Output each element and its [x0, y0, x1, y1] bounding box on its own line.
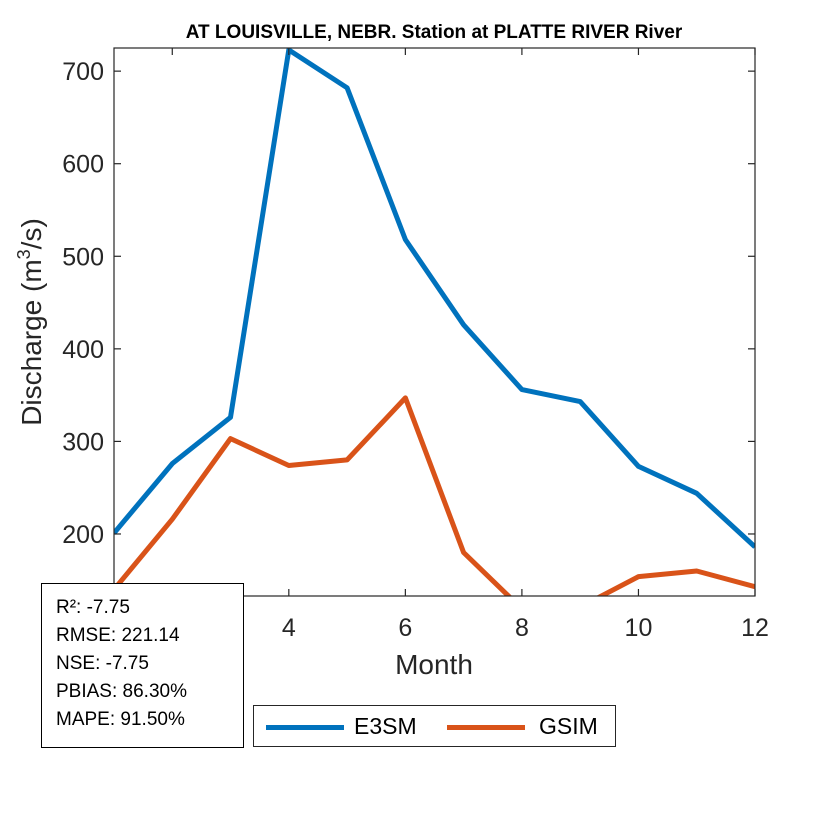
- series-layer: [114, 48, 755, 596]
- x-tick-label: 12: [741, 614, 769, 642]
- legend-label-e3sm: E3SM: [354, 713, 417, 739]
- y-axis-label: Discharge (m3/s): [14, 218, 47, 426]
- legend-swatch-gsim: [447, 725, 525, 730]
- stat-pbias: PBIAS: 86.30%: [56, 681, 187, 702]
- y-tick-label: 500: [62, 243, 104, 271]
- y-tick-label: 400: [62, 336, 104, 364]
- stats-box: R²: -7.75 RMSE: 221.14 NSE: -7.75 PBIAS:…: [41, 583, 244, 748]
- plot-area: [114, 48, 755, 596]
- chart-legend: E3SM GSIM: [253, 705, 616, 747]
- stat-r2: R²: -7.75: [56, 597, 130, 618]
- tick-layer: 20030040050060070024681012: [62, 48, 769, 642]
- series-line-gsim: [114, 395, 755, 596]
- y-axis-label-tail: /s): [16, 218, 47, 249]
- y-tick-label: 700: [62, 58, 104, 86]
- x-tick-label: 10: [625, 614, 653, 642]
- chart-title: AT LOUISVILLE, NEBR. Station at PLATTE R…: [186, 22, 683, 43]
- y-tick-label: 600: [62, 151, 104, 179]
- x-tick-label: 4: [282, 614, 296, 642]
- stat-rmse: RMSE: 221.14: [56, 625, 180, 646]
- stat-nse: NSE: -7.75: [56, 653, 149, 674]
- stat-mape: MAPE: 91.50%: [56, 709, 185, 730]
- x-tick-label: 8: [515, 614, 529, 642]
- y-axis-label-main: Discharge (m: [16, 259, 47, 425]
- x-axis-label: Month: [395, 649, 473, 680]
- x-tick-label: 6: [398, 614, 412, 642]
- y-tick-label: 200: [62, 521, 104, 549]
- series-line-e3sm: [114, 48, 755, 549]
- legend-label-gsim: GSIM: [539, 713, 598, 739]
- y-tick-label: 300: [62, 428, 104, 456]
- legend-swatch-e3sm: [266, 725, 344, 730]
- plot-frame: [113, 47, 756, 597]
- y-axis-label-superscript: 3: [14, 249, 34, 259]
